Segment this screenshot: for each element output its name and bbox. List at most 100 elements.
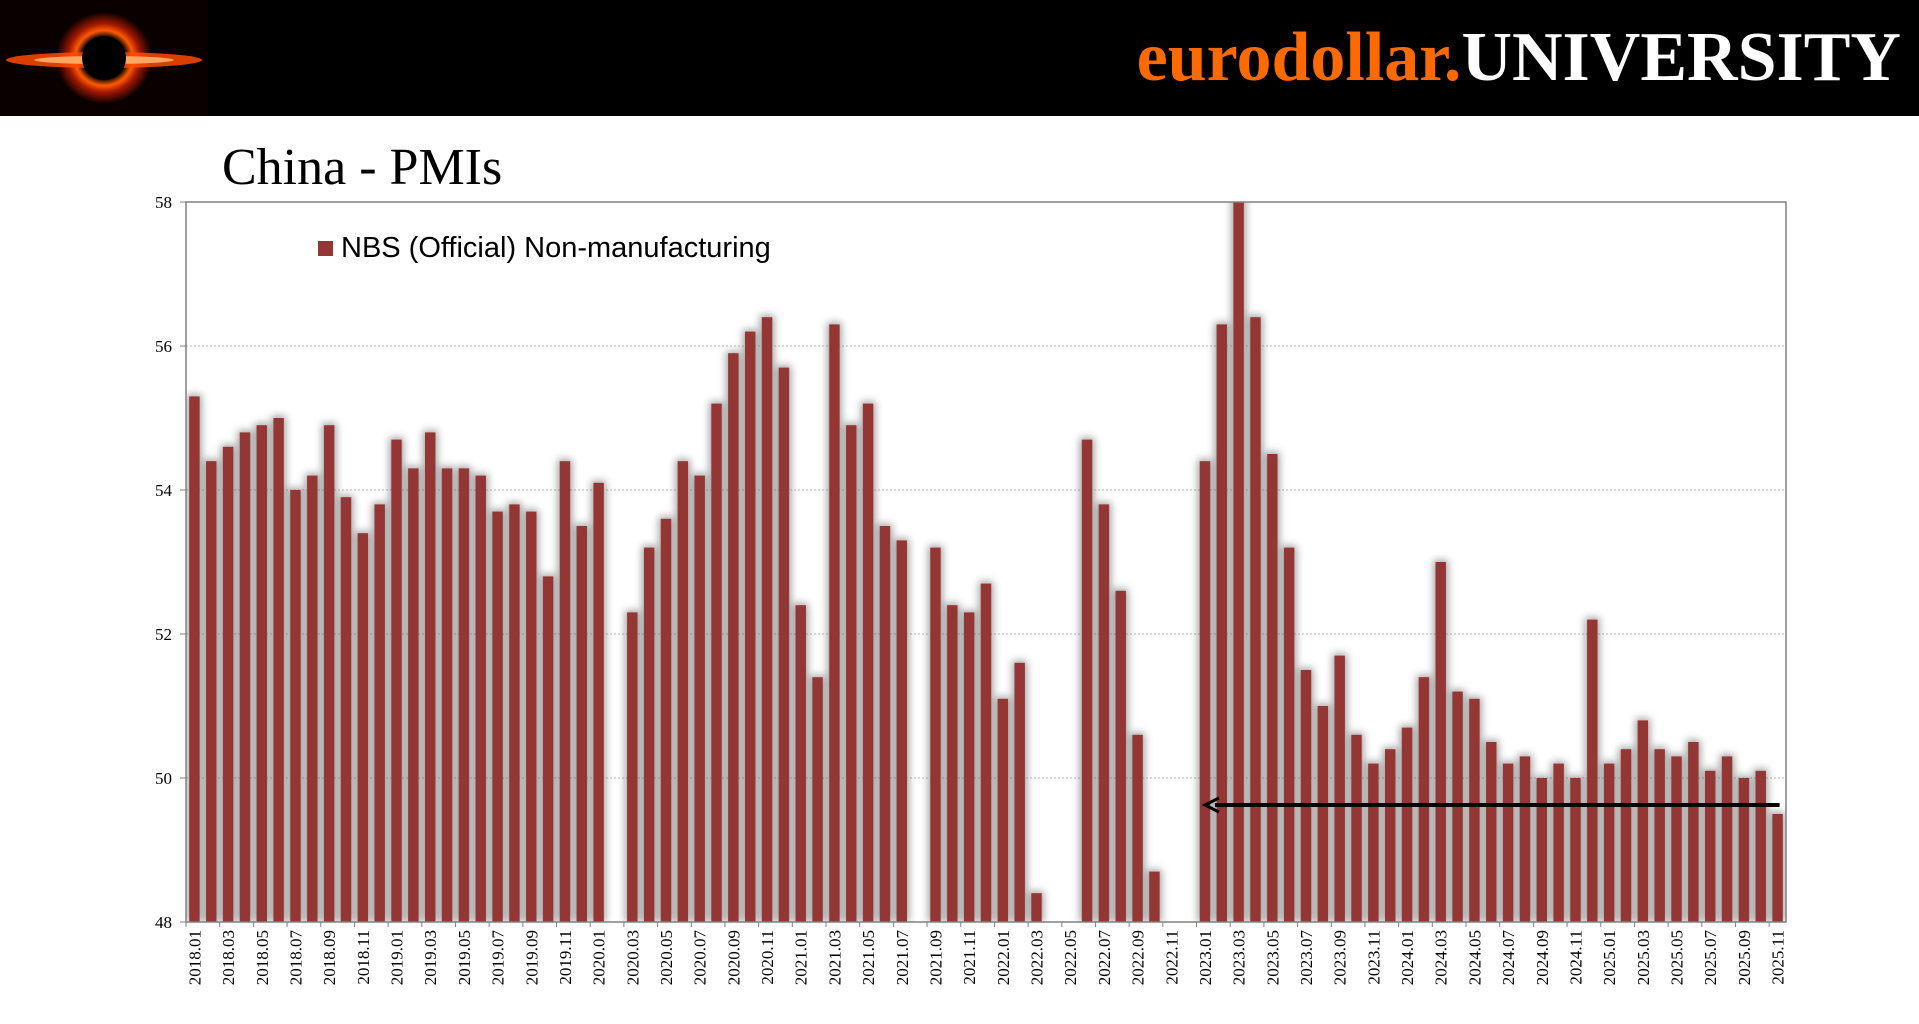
bar xyxy=(1199,461,1211,922)
x-tick-label: 2018.07 xyxy=(286,930,305,986)
bar xyxy=(576,526,588,922)
x-tick-label: 2019.05 xyxy=(455,930,474,985)
x-tick-label: 2024.07 xyxy=(1499,930,1518,986)
x-tick-label: 2019.07 xyxy=(489,930,508,986)
bar xyxy=(1098,504,1110,922)
bar xyxy=(542,576,554,922)
x-tick-label: 2020.09 xyxy=(724,930,743,985)
x-tick-label: 2024.09 xyxy=(1533,930,1552,985)
x-tick-label: 2021.01 xyxy=(792,930,811,985)
bar xyxy=(323,425,335,922)
legend-swatch xyxy=(318,241,333,256)
x-tick-label: 2024.03 xyxy=(1432,930,1451,985)
brand-wordmark: eurodollar.UNIVERSITY xyxy=(1137,10,1901,106)
bar xyxy=(391,439,402,922)
bar xyxy=(1553,763,1564,922)
bar xyxy=(1081,439,1093,922)
bar xyxy=(1536,778,1548,922)
bar xyxy=(1688,742,1699,922)
bar xyxy=(643,547,655,922)
header-banner: eurodollar.UNIVERSITY xyxy=(0,0,1919,116)
bar xyxy=(1216,324,1228,922)
bar xyxy=(627,612,638,922)
black-hole-logo-icon xyxy=(0,0,208,116)
bar xyxy=(694,475,705,922)
bar xyxy=(862,403,874,922)
bar xyxy=(1267,454,1278,922)
brand-part-eurodollar: eurodollar. xyxy=(1136,19,1462,96)
bar xyxy=(1401,727,1413,922)
legend: NBS (Official) Non-manufacturing xyxy=(318,232,771,264)
bar xyxy=(475,475,486,922)
annotation-arrow xyxy=(1201,796,1780,814)
x-tick-label: 2025.11 xyxy=(1769,930,1788,985)
x-tick-label: 2025.01 xyxy=(1600,930,1619,985)
bar xyxy=(1014,662,1025,922)
x-tick-label: 2023.03 xyxy=(1230,930,1249,985)
x-tick-label: 2020.11 xyxy=(758,930,777,985)
bar xyxy=(963,612,975,922)
bar xyxy=(795,605,806,922)
y-tick-label: 52 xyxy=(155,625,172,644)
bar xyxy=(879,526,891,922)
bar xyxy=(1570,778,1581,922)
x-tick-label: 2025.05 xyxy=(1668,930,1687,985)
x-tick-label: 2021.09 xyxy=(926,930,945,985)
bar xyxy=(1486,742,1497,922)
bar xyxy=(1115,590,1126,922)
bar xyxy=(340,497,352,922)
y-tick-label: 50 xyxy=(155,769,172,788)
x-tick-label: 2018.11 xyxy=(354,930,373,985)
bar xyxy=(1755,770,1766,922)
x-tick-label: 2018.05 xyxy=(253,930,272,985)
bar xyxy=(812,677,823,922)
bar xyxy=(1300,670,1312,922)
bar xyxy=(1721,756,1733,922)
legend-label: NBS (Official) Non-manufacturing xyxy=(341,232,771,264)
bar xyxy=(761,317,773,922)
bar xyxy=(1233,202,1244,922)
bar xyxy=(1149,871,1160,922)
bar xyxy=(1738,778,1750,922)
bar xyxy=(829,324,840,922)
bar xyxy=(1351,734,1362,922)
x-tick-label: 2023.11 xyxy=(1364,930,1383,985)
x-tick-label: 2018.09 xyxy=(320,930,339,985)
x-tick-label: 2019.01 xyxy=(388,930,407,985)
bar xyxy=(222,446,234,922)
x-tick-label: 2024.01 xyxy=(1398,930,1417,985)
x-tick-label: 2021.11 xyxy=(960,930,979,985)
bar xyxy=(458,468,470,922)
y-tick-label: 56 xyxy=(155,337,172,356)
bar xyxy=(1250,317,1261,922)
x-tick-label: 2020.05 xyxy=(657,930,676,985)
bar xyxy=(509,504,520,922)
x-tick-label: 2023.07 xyxy=(1297,930,1316,986)
bar xyxy=(593,482,604,922)
x-tick-label: 2025.09 xyxy=(1735,930,1754,985)
bar xyxy=(1654,749,1665,922)
bar xyxy=(424,432,436,922)
bar xyxy=(1671,756,1682,922)
x-tick-label: 2022.05 xyxy=(1061,930,1080,985)
plot-frame xyxy=(185,201,1787,923)
x-tick-label: 2019.11 xyxy=(556,930,575,985)
x-tick-label: 2022.09 xyxy=(1129,930,1148,985)
x-tick-label: 2020.03 xyxy=(623,930,642,985)
y-tick-label: 48 xyxy=(155,913,172,932)
bar xyxy=(1704,770,1716,922)
x-tick-label: 2021.05 xyxy=(859,930,878,985)
x-tick-label: 2023.05 xyxy=(1263,930,1282,985)
bar xyxy=(1502,763,1514,922)
x-tick-label: 2022.03 xyxy=(1028,930,1047,985)
bar xyxy=(239,432,251,922)
x-tick-label: 2025.07 xyxy=(1701,930,1720,986)
bar xyxy=(206,461,217,922)
x-tick-label: 2023.09 xyxy=(1331,930,1350,985)
x-tick-label: 2020.07 xyxy=(691,930,710,986)
bar xyxy=(728,353,739,922)
bar xyxy=(1334,655,1345,922)
x-tick-label: 2021.07 xyxy=(893,930,912,986)
bar xyxy=(660,518,672,922)
